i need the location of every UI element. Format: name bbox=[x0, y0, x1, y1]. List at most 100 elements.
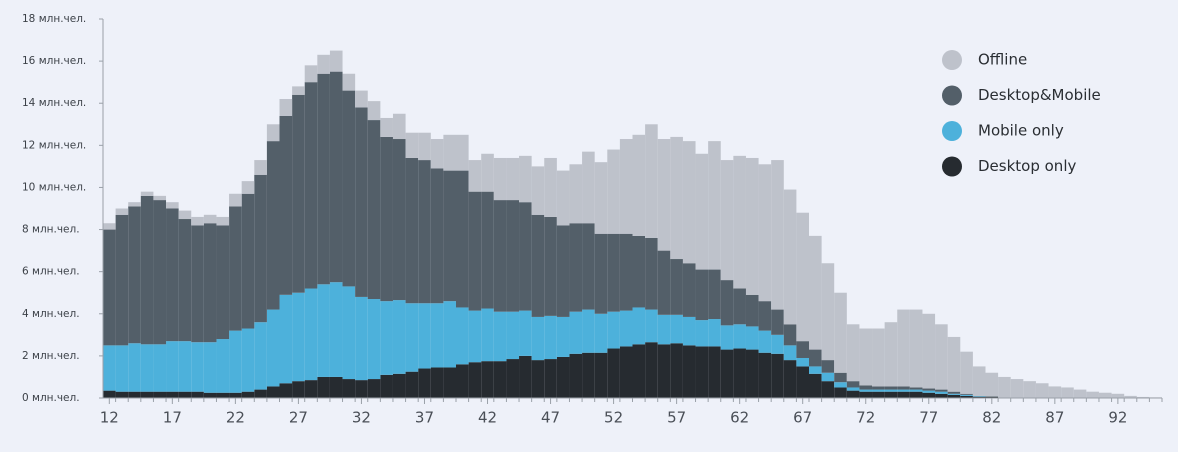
bar-segment bbox=[947, 393, 961, 395]
bar-segment bbox=[909, 391, 923, 398]
bar-segment bbox=[153, 344, 167, 392]
bar-segment bbox=[456, 170, 469, 308]
bar-segment bbox=[897, 309, 910, 387]
bar-segment bbox=[254, 160, 267, 175]
bar-segment bbox=[733, 348, 746, 398]
bar-segment bbox=[519, 202, 532, 311]
bar-segment bbox=[796, 357, 809, 367]
bar-segment bbox=[745, 349, 759, 398]
bar-segment bbox=[279, 294, 293, 384]
bar-segment bbox=[418, 303, 431, 369]
x-tick-label: 12 bbox=[100, 409, 119, 427]
bar-segment bbox=[317, 284, 330, 377]
bar-segment bbox=[821, 263, 835, 361]
bar-segment bbox=[594, 162, 608, 234]
bar-segment bbox=[380, 374, 393, 398]
bar-segment bbox=[708, 141, 721, 270]
bar-segment bbox=[229, 193, 242, 207]
bar-segment bbox=[821, 360, 835, 373]
bar-segment bbox=[632, 235, 646, 308]
bar-segment bbox=[493, 157, 507, 201]
bar-segment bbox=[922, 390, 936, 393]
bar-segment bbox=[178, 210, 192, 220]
bar-segment bbox=[960, 395, 973, 398]
bar-segment bbox=[846, 324, 860, 382]
bar-segment bbox=[115, 214, 129, 346]
bar-segment bbox=[544, 359, 557, 398]
bar-segment bbox=[430, 139, 444, 169]
bar-segment bbox=[708, 346, 721, 398]
bar-segment bbox=[556, 170, 570, 226]
bar-segment bbox=[241, 391, 255, 398]
legend-swatch bbox=[942, 50, 962, 70]
bar-segment bbox=[266, 386, 280, 398]
bar-segment bbox=[758, 352, 772, 398]
bar-segment bbox=[304, 82, 318, 289]
bar-segment bbox=[796, 212, 809, 342]
bar-segment bbox=[733, 155, 746, 289]
bar-segment bbox=[481, 153, 494, 192]
bar-segment bbox=[430, 168, 444, 304]
bar-segment bbox=[392, 300, 406, 374]
bar-segment bbox=[607, 233, 620, 312]
legend-swatch bbox=[942, 85, 962, 106]
bar-segment bbox=[342, 90, 356, 287]
bar-segment bbox=[153, 195, 167, 201]
y-tick-label: 4 млн.чел. bbox=[22, 308, 80, 320]
bar-segment bbox=[216, 216, 230, 226]
bar-segment bbox=[846, 390, 860, 398]
bar-segment bbox=[582, 223, 595, 310]
bar-segment bbox=[645, 342, 658, 398]
x-tick-label: 77 bbox=[919, 409, 938, 427]
bar-segment bbox=[909, 387, 923, 390]
bar-segment bbox=[229, 330, 242, 393]
y-tick-label: 16 млн.чел. bbox=[22, 55, 86, 67]
bar-segment bbox=[128, 391, 141, 398]
bar-segment bbox=[481, 308, 494, 362]
bar-segment bbox=[506, 157, 520, 201]
bar-segment bbox=[947, 391, 961, 394]
bar-segment bbox=[972, 366, 986, 396]
bar-segment bbox=[531, 166, 545, 215]
bar-segment bbox=[153, 391, 167, 398]
bar-segment bbox=[695, 153, 709, 270]
legend-swatch bbox=[942, 121, 962, 141]
bar-segment bbox=[884, 391, 898, 398]
bar-segment bbox=[128, 202, 141, 207]
bar-segment bbox=[405, 303, 419, 372]
bar-segment bbox=[846, 381, 860, 388]
bar-segment bbox=[569, 164, 583, 224]
bar-segment bbox=[809, 235, 822, 350]
legend: Offline Desktop&Mobile Mobile only Desktop … bbox=[942, 50, 1101, 177]
bar-segment bbox=[897, 386, 910, 390]
bar-segment bbox=[506, 359, 520, 398]
bar-segment bbox=[670, 343, 683, 398]
bar-segment bbox=[619, 346, 633, 398]
y-tick-label: 14 млн.чел. bbox=[22, 97, 86, 109]
bar-segment bbox=[720, 280, 734, 326]
bar-segment bbox=[1098, 392, 1112, 398]
bar-segment bbox=[254, 322, 267, 390]
bar-segment bbox=[745, 326, 759, 350]
x-tick-label: 92 bbox=[1108, 409, 1127, 427]
bar-segment bbox=[203, 214, 217, 224]
bar-segment bbox=[493, 361, 507, 398]
y-tick-label: 18 млн.чел. bbox=[22, 13, 86, 25]
bar-segment bbox=[771, 334, 784, 354]
bar-segment bbox=[544, 315, 557, 360]
bar-segment bbox=[619, 310, 633, 347]
bar-segment bbox=[481, 191, 494, 309]
bar-segment bbox=[380, 117, 393, 137]
bar-segment bbox=[203, 392, 217, 398]
bar-segment bbox=[834, 387, 847, 398]
bar-segment bbox=[1061, 387, 1074, 398]
bar-segment bbox=[342, 379, 356, 398]
bar-segment bbox=[317, 376, 330, 398]
legend-label: Mobile only bbox=[978, 122, 1064, 140]
bar-segment bbox=[682, 141, 696, 264]
bar-segment bbox=[960, 394, 973, 396]
legend-swatch bbox=[942, 156, 962, 177]
bar-segment bbox=[519, 355, 532, 398]
bar-segment bbox=[834, 382, 847, 388]
bar-segment bbox=[103, 223, 116, 230]
